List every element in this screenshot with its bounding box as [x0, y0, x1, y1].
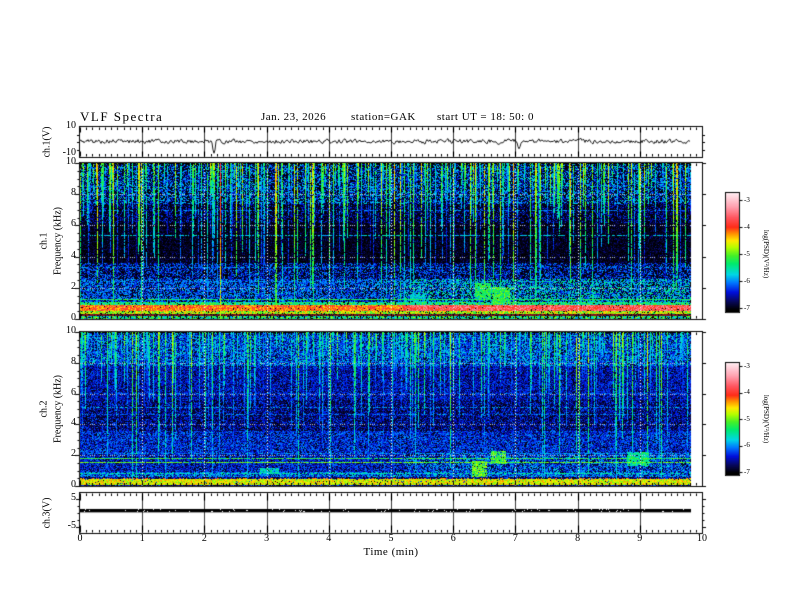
x-axis-tick-label: 9: [637, 533, 643, 544]
x-axis-label: Time (min): [363, 546, 419, 558]
header-date: Jan. 23, 2026: [261, 111, 327, 123]
ch1-spectrogram-canvas: [80, 163, 702, 319]
colorbar-ch1-canvas: [726, 193, 739, 312]
x-axis-tick-label: 7: [512, 533, 518, 544]
spec1-channel-label: ch.1: [38, 232, 50, 250]
x-axis-tick-label: 1: [139, 533, 145, 544]
x-axis-tick-label: 5: [388, 533, 394, 544]
ch3-y-tick-label: -5: [67, 520, 76, 531]
colorbar1-tick-label: -7: [744, 303, 750, 312]
spec2-y-tick-label: 0: [71, 479, 76, 490]
page-title: VLF Spectra: [80, 109, 164, 124]
spec1-y-tick-label: 2: [71, 280, 76, 292]
x-axis-tick-label: 0: [77, 533, 83, 544]
spec1-y-tick-label: 6: [71, 218, 76, 230]
x-axis-tick-label: 6: [450, 533, 456, 544]
x-axis-tick-label: 3: [264, 533, 270, 544]
x-axis-tick-label: 10: [697, 533, 707, 544]
spec1-y-tick-label: 0: [71, 312, 76, 323]
ch1-waveform-canvas: [80, 127, 702, 157]
colorbar2-tick-label: -3: [744, 361, 750, 370]
x-axis-tick-label: 8: [575, 533, 581, 544]
spec2-freq-label: Frequency (kHz): [52, 374, 64, 444]
colorbar2-tick-label: -4: [744, 388, 750, 396]
ch3-trace-canvas: [80, 493, 702, 533]
colorbar1-tick-label: -5: [744, 249, 750, 258]
colorbar2-tick-label: -5: [744, 414, 750, 423]
colorbar-ch2-canvas: [726, 363, 739, 475]
colorbar2-tick-label: -6: [744, 441, 750, 449]
spec2-y-tick-label: 10: [66, 325, 76, 336]
header-start-ut: start UT = 18: 50: 0: [437, 111, 534, 123]
colorbar1-label: log(PSD)(V²/Hz): [762, 229, 770, 279]
colorbar1-tick-label: -3: [744, 195, 750, 204]
spec1-y-tick-label: 8: [71, 187, 76, 199]
spec2-y-tick-label: 4: [71, 417, 76, 429]
colorbar1-tick-label: -4: [744, 222, 750, 231]
spec1-y-tick-label: 4: [71, 249, 76, 261]
ch2-spectrogram-canvas: [80, 332, 702, 486]
ch3-y-tick-label: 5: [71, 492, 76, 503]
colorbar2-tick-label: -7: [744, 467, 750, 476]
spec2-y-tick-label: 2: [71, 448, 76, 460]
spec2-channel-label: ch.2: [38, 400, 50, 418]
spec2-y-tick-label: 6: [71, 386, 76, 398]
header-station: station=GAK: [351, 111, 416, 123]
colorbar2-label: log(PSD)(V²/Hz): [762, 394, 770, 444]
x-axis-tick-label: 2: [201, 533, 207, 544]
spec2-y-tick-label: 8: [71, 355, 76, 367]
x-axis-tick-label: 4: [326, 533, 332, 544]
colorbar1-tick-label: -6: [744, 276, 750, 285]
spec1-freq-label: Frequency (kHz): [52, 206, 64, 276]
ch1-wave-y-tick-label: 10: [66, 120, 76, 131]
spec1-y-tick-label: 10: [66, 156, 76, 167]
